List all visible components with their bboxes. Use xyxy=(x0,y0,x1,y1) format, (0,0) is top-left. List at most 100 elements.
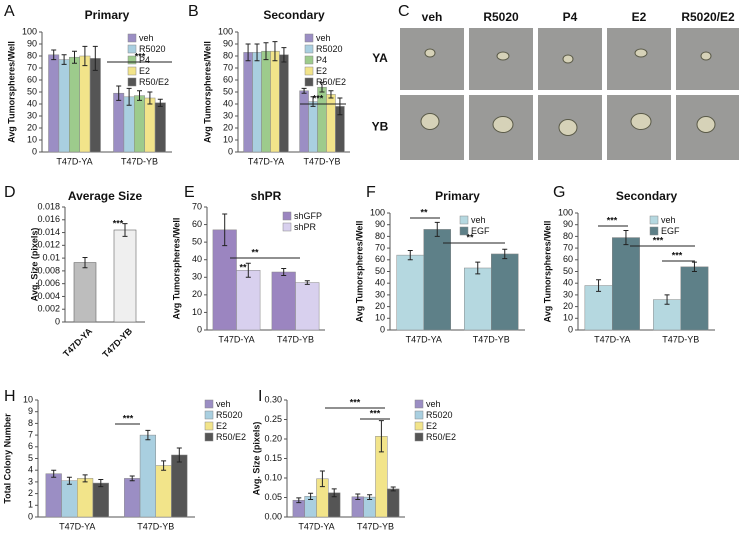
legend-label: E2 xyxy=(316,66,327,76)
error-bar xyxy=(222,213,228,247)
y-tick-label: 100 xyxy=(22,26,37,36)
panel-letter: E xyxy=(184,184,195,201)
error-bar xyxy=(623,230,629,246)
bar xyxy=(92,482,109,518)
y-axis-label: Avg Tumorspheres/Well xyxy=(542,221,552,323)
bar xyxy=(252,52,262,153)
y-axis-label: Avg Tumorspheres/Well xyxy=(202,41,212,143)
column-label: P4 xyxy=(563,10,578,24)
error-bar xyxy=(367,494,373,500)
error-bar xyxy=(304,280,310,285)
y-tick-label: 0 xyxy=(28,511,33,521)
error-bar xyxy=(664,294,670,305)
bar xyxy=(295,282,320,331)
significance-label: *** xyxy=(607,215,618,225)
error-bar xyxy=(331,488,337,498)
bar xyxy=(363,496,376,518)
y-tick-label: 0.012 xyxy=(37,240,60,250)
panel-letter: D xyxy=(4,184,16,201)
error-bar xyxy=(378,420,384,453)
y-tick-label: 70 xyxy=(192,201,202,211)
y-tick-label: 70 xyxy=(223,62,233,72)
legend-swatch xyxy=(204,410,214,420)
y-tick-label: 50 xyxy=(375,266,385,276)
error-bar xyxy=(301,87,307,94)
bar xyxy=(154,102,166,153)
bar xyxy=(113,229,137,323)
legend-swatch xyxy=(304,77,314,87)
y-tick-label: 0 xyxy=(32,146,37,156)
legend-swatch xyxy=(304,44,314,54)
y-axis-label: Avg Tumorspheres/Well xyxy=(171,218,181,320)
error-bar xyxy=(296,497,302,504)
bar xyxy=(308,101,318,153)
y-tick-label: 50 xyxy=(192,237,202,247)
panel-letter: G xyxy=(553,184,565,201)
error-bar xyxy=(129,475,135,482)
legend-label: veh xyxy=(316,33,331,43)
error-bar xyxy=(161,460,167,471)
error-bar xyxy=(502,248,508,260)
significance-label: *** xyxy=(135,51,146,61)
legend-swatch xyxy=(414,399,424,409)
legend-swatch xyxy=(127,66,137,76)
legend-swatch xyxy=(459,215,469,225)
legend-label: R5020 xyxy=(216,410,243,420)
error-bar xyxy=(407,249,413,261)
bar xyxy=(139,434,157,518)
y-tick-label: 0.30 xyxy=(264,394,282,404)
y-tick-label: 40 xyxy=(375,278,385,288)
legend-swatch xyxy=(414,421,424,431)
y-tick-label: 60 xyxy=(563,254,573,264)
y-tick-label: 90 xyxy=(563,219,573,229)
y-tick-label: 80 xyxy=(563,231,573,241)
error-bar xyxy=(176,447,182,463)
error-bar xyxy=(245,43,251,62)
y-tick-label: 10 xyxy=(223,134,233,144)
y-tick-label: 0.002 xyxy=(37,304,60,314)
legend-label: veh xyxy=(139,33,154,43)
x-tick-label: T47D-YB xyxy=(137,521,174,531)
error-bar xyxy=(147,91,153,105)
y-tick-label: 60 xyxy=(223,74,233,84)
bar xyxy=(261,50,271,153)
legend-swatch xyxy=(204,421,214,431)
bar xyxy=(271,271,296,331)
column-label: R5020/E2 xyxy=(681,10,735,24)
error-bar xyxy=(82,474,88,483)
error-bar xyxy=(61,54,67,65)
y-tick-label: 40 xyxy=(563,278,573,288)
error-bar xyxy=(263,42,269,61)
y-tick-label: 40 xyxy=(192,254,202,264)
bar xyxy=(491,253,519,331)
legend-label: shPR xyxy=(294,222,317,232)
bar xyxy=(77,478,94,518)
bar xyxy=(279,54,289,153)
micrograph xyxy=(400,28,464,90)
error-bar xyxy=(72,50,77,64)
y-tick-label: 0.01 xyxy=(42,252,60,262)
y-tick-label: 10 xyxy=(27,134,37,144)
y-tick-label: 30 xyxy=(27,110,37,120)
error-bar xyxy=(137,90,142,101)
y-tick-label: 4 xyxy=(28,465,33,475)
y-axis-label: Avg. Size (pixels) xyxy=(251,422,261,496)
error-bar xyxy=(51,469,57,478)
x-tick-label: T47D-YB xyxy=(662,334,699,344)
y-tick-label: 5 xyxy=(28,453,33,463)
tumorsphere xyxy=(492,116,514,133)
y-tick-label: 0 xyxy=(228,146,233,156)
error-bar xyxy=(355,493,361,500)
chart-title: Average Size xyxy=(68,189,143,203)
error-bar xyxy=(116,85,122,101)
error-bar xyxy=(337,97,343,116)
y-axis-label: Avg. Size (pixels) xyxy=(29,228,39,302)
legend-swatch xyxy=(414,410,424,420)
tumorsphere xyxy=(558,119,578,136)
error-bar xyxy=(245,262,251,278)
legend-swatch xyxy=(304,33,314,43)
bar xyxy=(134,95,145,153)
significance-label: *** xyxy=(313,93,324,103)
legend-swatch xyxy=(304,66,314,76)
